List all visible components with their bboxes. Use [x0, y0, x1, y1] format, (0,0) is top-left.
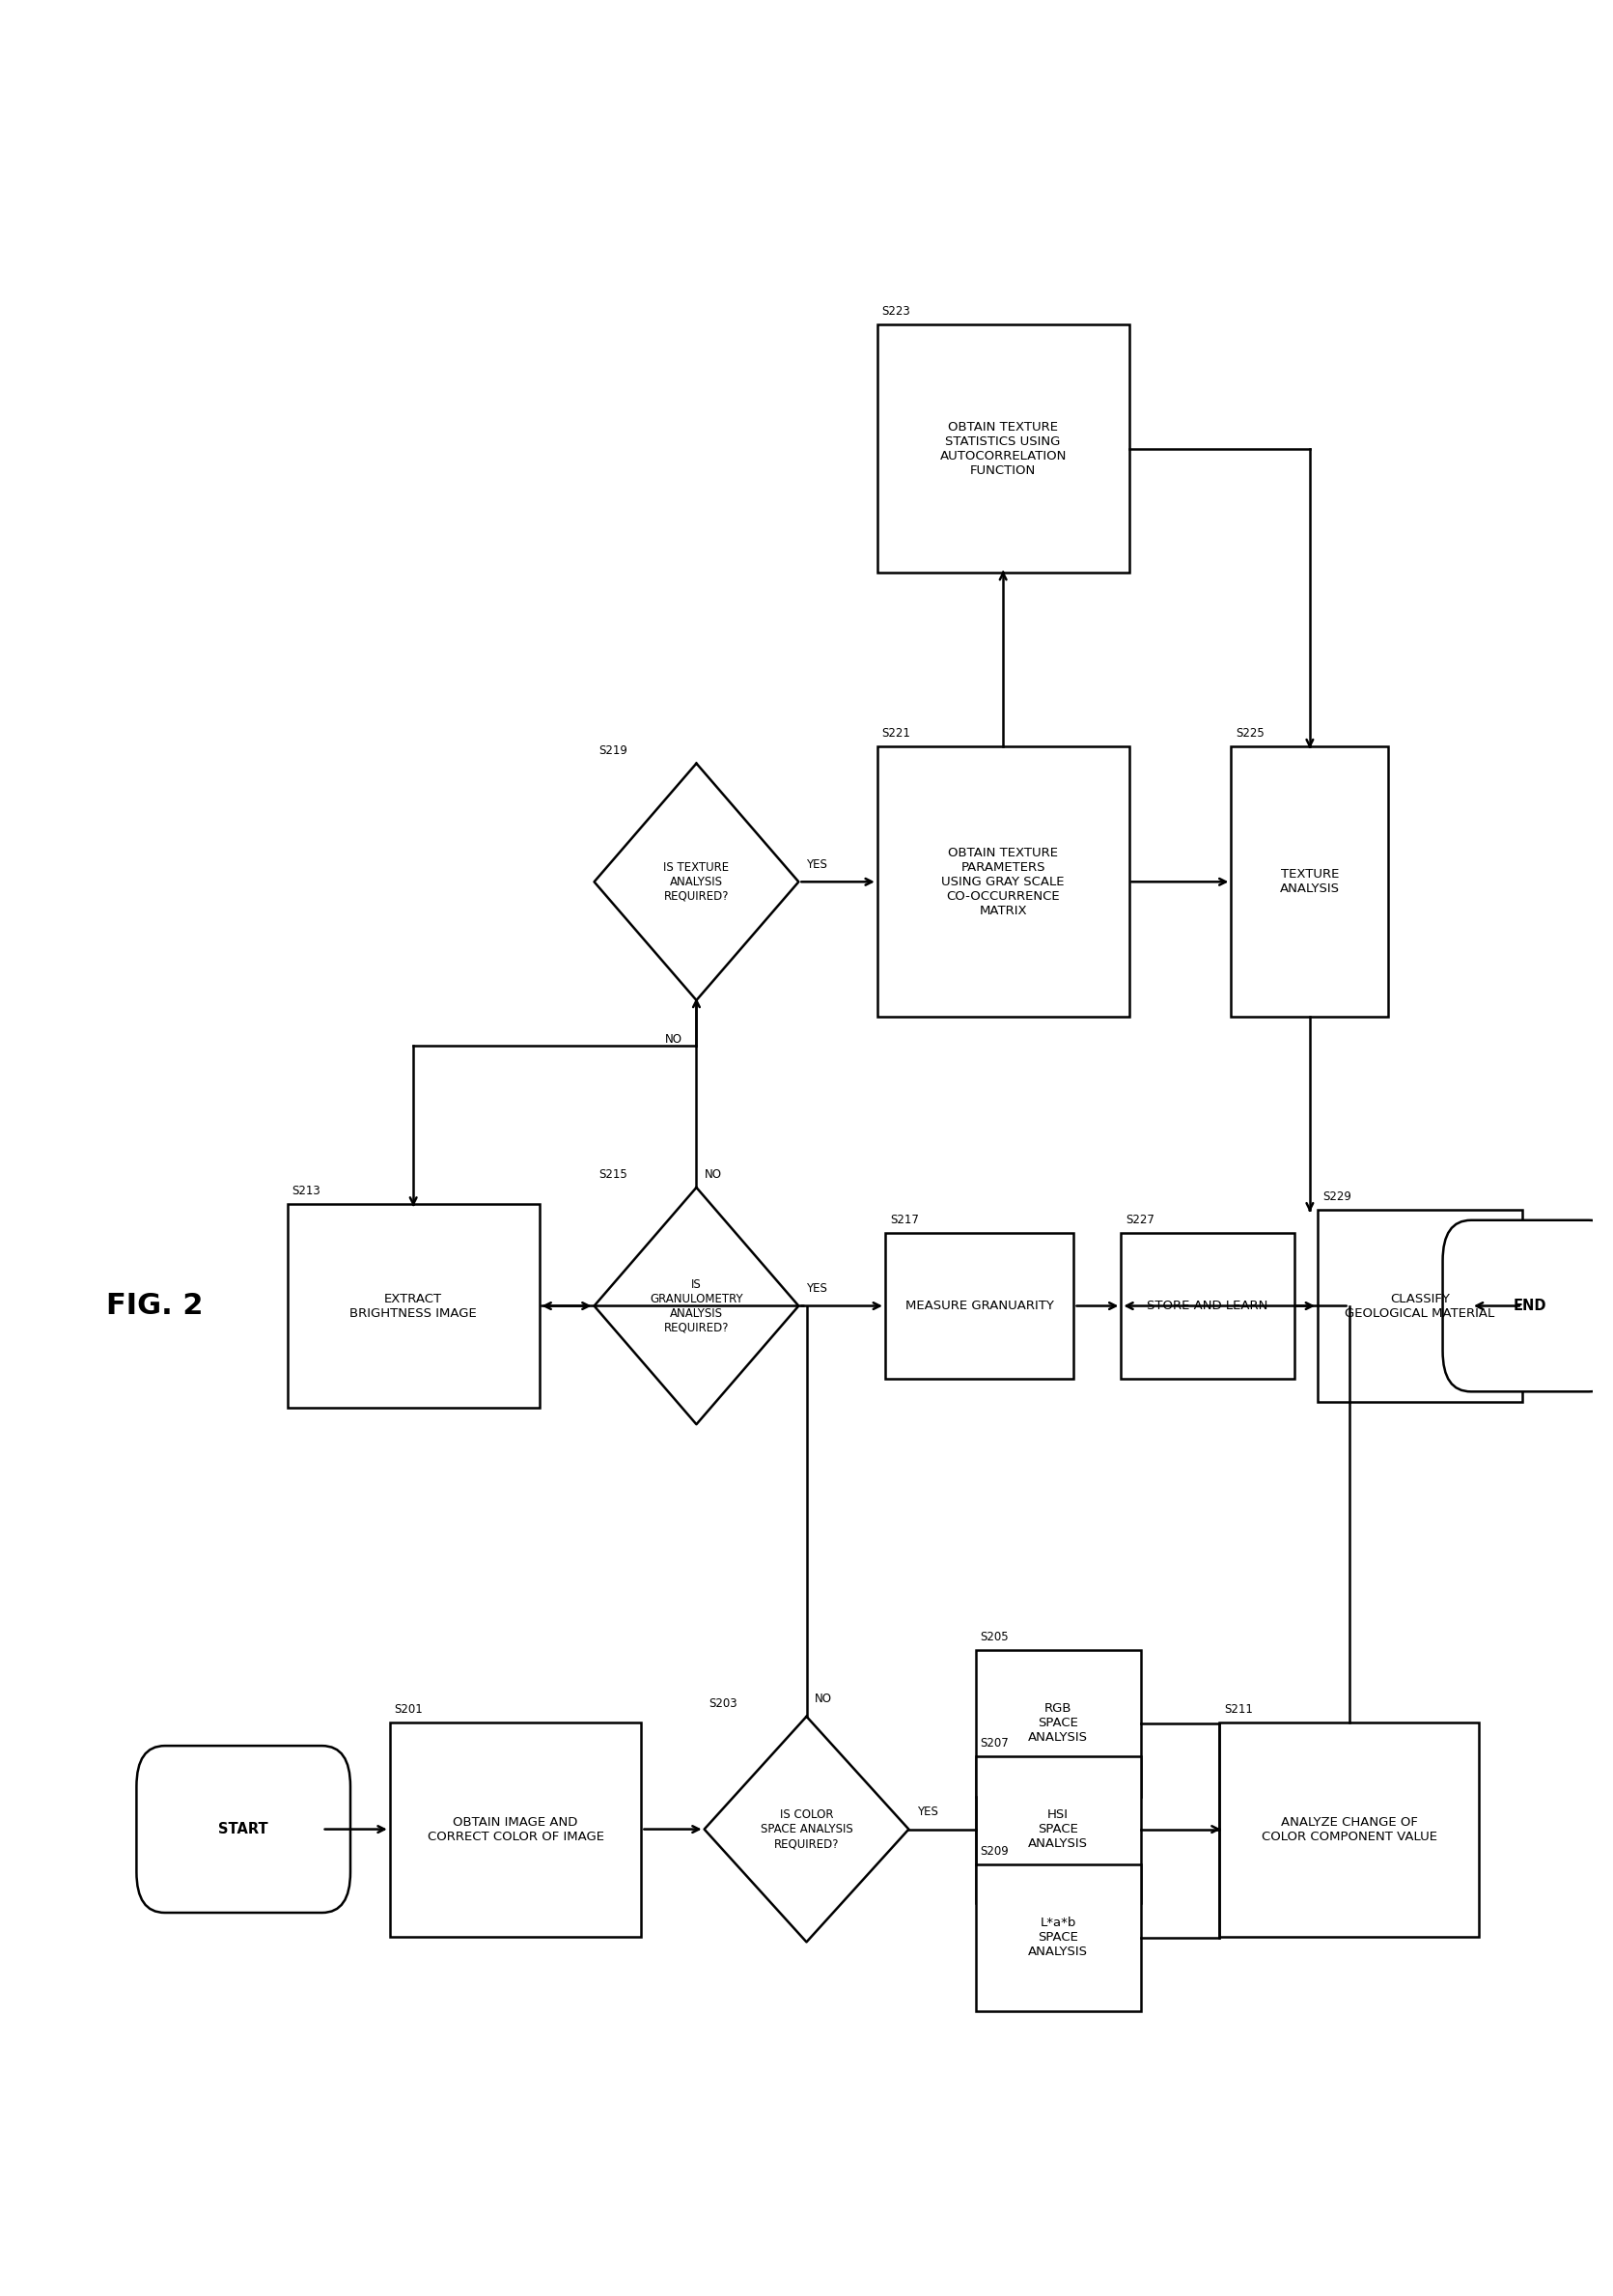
- Text: YES: YES: [806, 1281, 827, 1295]
- Text: ANALYZE CHANGE OF
COLOR COMPONENT VALUE: ANALYZE CHANGE OF COLOR COMPONENT VALUE: [1261, 1816, 1437, 1844]
- FancyBboxPatch shape: [886, 1233, 1074, 1380]
- FancyBboxPatch shape: [877, 324, 1129, 572]
- Polygon shape: [705, 1717, 908, 1942]
- Text: MEASURE GRANUARITY: MEASURE GRANUARITY: [905, 1300, 1053, 1313]
- Text: NO: NO: [665, 1033, 682, 1045]
- Text: S205: S205: [981, 1630, 1008, 1644]
- FancyBboxPatch shape: [1442, 1219, 1613, 1391]
- FancyBboxPatch shape: [877, 746, 1129, 1017]
- Text: S207: S207: [981, 1736, 1010, 1750]
- Text: YES: YES: [916, 1805, 937, 1818]
- Text: S215: S215: [598, 1169, 627, 1180]
- Text: S223: S223: [882, 305, 911, 317]
- Text: OBTAIN IMAGE AND
CORRECT COLOR OF IMAGE: OBTAIN IMAGE AND CORRECT COLOR OF IMAGE: [427, 1816, 603, 1844]
- FancyBboxPatch shape: [1121, 1233, 1294, 1380]
- Polygon shape: [594, 1187, 798, 1424]
- FancyBboxPatch shape: [976, 1651, 1140, 1795]
- Text: S219: S219: [598, 744, 627, 758]
- Text: OBTAIN TEXTURE
PARAMETERS
USING GRAY SCALE
CO-OCCURRENCE
MATRIX: OBTAIN TEXTURE PARAMETERS USING GRAY SCA…: [942, 847, 1065, 916]
- Text: START: START: [218, 1823, 268, 1837]
- FancyBboxPatch shape: [1231, 746, 1389, 1017]
- Text: S217: S217: [890, 1212, 919, 1226]
- Text: L*a*b
SPACE
ANALYSIS: L*a*b SPACE ANALYSIS: [1027, 1917, 1089, 1958]
- Text: FIG. 2: FIG. 2: [106, 1293, 203, 1320]
- Text: S229: S229: [1323, 1192, 1352, 1203]
- Text: S203: S203: [710, 1697, 737, 1711]
- Text: S227: S227: [1126, 1212, 1155, 1226]
- Text: END: END: [1513, 1300, 1547, 1313]
- FancyBboxPatch shape: [287, 1205, 539, 1407]
- Text: YES: YES: [806, 859, 827, 870]
- Text: TEXTURE
ANALYSIS: TEXTURE ANALYSIS: [1279, 868, 1340, 895]
- Text: IS COLOR
SPACE ANALYSIS
REQUIRED?: IS COLOR SPACE ANALYSIS REQUIRED?: [760, 1809, 853, 1851]
- FancyBboxPatch shape: [1318, 1210, 1523, 1403]
- Text: HSI
SPACE
ANALYSIS: HSI SPACE ANALYSIS: [1027, 1809, 1089, 1851]
- Polygon shape: [594, 762, 798, 1001]
- Text: S211: S211: [1224, 1704, 1253, 1715]
- FancyBboxPatch shape: [137, 1745, 350, 1913]
- FancyBboxPatch shape: [976, 1756, 1140, 1903]
- Text: STORE AND LEARN: STORE AND LEARN: [1147, 1300, 1268, 1313]
- Text: EXTRACT
BRIGHTNESS IMAGE: EXTRACT BRIGHTNESS IMAGE: [350, 1293, 477, 1320]
- Text: S213: S213: [292, 1185, 321, 1199]
- Text: S209: S209: [981, 1846, 1010, 1857]
- Text: S225: S225: [1236, 728, 1265, 739]
- Text: CLASSIFY
GEOLOGICAL MATERIAL: CLASSIFY GEOLOGICAL MATERIAL: [1345, 1293, 1495, 1320]
- Text: NO: NO: [815, 1692, 832, 1706]
- Text: RGB
SPACE
ANALYSIS: RGB SPACE ANALYSIS: [1027, 1701, 1089, 1745]
- Text: S221: S221: [882, 728, 911, 739]
- Text: IS TEXTURE
ANALYSIS
REQUIRED?: IS TEXTURE ANALYSIS REQUIRED?: [663, 861, 729, 902]
- Text: S201: S201: [395, 1704, 423, 1715]
- Text: OBTAIN TEXTURE
STATISTICS USING
AUTOCORRELATION
FUNCTION: OBTAIN TEXTURE STATISTICS USING AUTOCORR…: [940, 420, 1066, 478]
- Text: IS
GRANULOMETRY
ANALYSIS
REQUIRED?: IS GRANULOMETRY ANALYSIS REQUIRED?: [650, 1279, 744, 1334]
- Text: NO: NO: [705, 1169, 721, 1180]
- FancyBboxPatch shape: [976, 1864, 1140, 2011]
- FancyBboxPatch shape: [390, 1722, 642, 1936]
- FancyBboxPatch shape: [1219, 1722, 1479, 1936]
